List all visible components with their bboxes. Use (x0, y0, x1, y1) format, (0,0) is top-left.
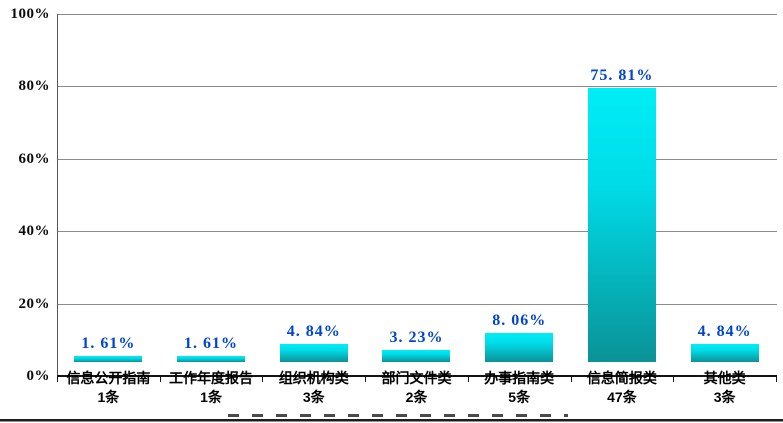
x-axis-tick (159, 377, 161, 382)
bar-value-label: 8. 06% (492, 311, 547, 329)
bar-value-label: 3. 23% (389, 329, 444, 347)
category-name: 信息简报类 (586, 370, 657, 386)
x-axis-tick (57, 377, 58, 382)
category-count: 5条 (508, 389, 531, 405)
category-name: 工作年度报告 (169, 370, 254, 386)
bar (177, 356, 246, 362)
bar-value-label: 4. 84% (697, 323, 752, 341)
bar-value-label: 75. 81% (590, 66, 654, 84)
category-label: 其他类 3条 (667, 369, 782, 407)
x-axis-tick (776, 377, 777, 382)
x-axis-tick (570, 377, 572, 382)
gridline (58, 14, 777, 15)
chart-column: 75. 81% 信息简报类 47条 (571, 0, 674, 405)
category-count: 2条 (405, 389, 428, 405)
category-label: 工作年度报告 1条 (154, 369, 269, 407)
category-count: 47条 (607, 389, 637, 405)
plot-area (57, 14, 777, 376)
category-name: 办事指南类 (484, 370, 555, 386)
chart-column: 4. 84% 组织机构类 3条 (262, 0, 365, 405)
gridline (58, 158, 777, 160)
bar (74, 356, 143, 362)
x-axis-tick (673, 377, 675, 382)
y-axis-tick-label: 0% (26, 368, 50, 384)
x-axis-tick (262, 377, 264, 382)
bar-value-label: 1. 61% (81, 335, 136, 353)
category-name: 组织机构类 (278, 370, 349, 386)
bar-value-label: 1. 61% (184, 335, 239, 353)
bar (382, 350, 451, 362)
chart-column: 4. 84% 其他类 3条 (673, 0, 776, 405)
chart-column: 1. 61% 工作年度报告 1条 (160, 0, 263, 405)
chart-column: 8. 06% 办事指南类 5条 (468, 0, 571, 405)
x-axis-tick (467, 377, 469, 382)
category-label: 信息简报类 47条 (565, 369, 680, 407)
bottom-border-line (0, 419, 783, 422)
gridline (58, 86, 777, 88)
bar (485, 332, 554, 362)
category-label: 组织机构类 3条 (256, 369, 371, 407)
bar-value-label: 4. 84% (286, 323, 341, 341)
category-name: 部门文件类 (381, 370, 452, 386)
bar (690, 344, 759, 362)
category-label: 信息公开指南 1条 (51, 369, 166, 407)
y-axis-tick-label: 20% (18, 295, 50, 312)
x-axis-tick (365, 377, 367, 382)
y-axis-tick-label: 100% (10, 6, 50, 22)
bar (587, 87, 656, 362)
category-label: 办事指南类 5条 (462, 369, 577, 407)
category-count: 1条 (200, 389, 222, 405)
category-count: 3条 (713, 389, 736, 405)
bar (279, 344, 348, 362)
chart-column: 3. 23% 部门文件类 2条 (365, 0, 468, 405)
category-name: 其他类 (703, 370, 746, 386)
gridline (58, 231, 777, 233)
cropped-text-artifact (228, 414, 568, 417)
y-axis-tick-label: 40% (18, 223, 50, 240)
category-label: 部门文件类 2条 (359, 369, 474, 407)
y-axis-tick-label: 60% (18, 150, 50, 167)
chart-column: 1. 61% 信息公开指南 1条 (57, 0, 160, 405)
x-axis-baseline (57, 375, 777, 377)
gridline (58, 303, 777, 305)
category-count: 1条 (97, 389, 120, 405)
category-count: 3条 (302, 389, 325, 405)
category-name: 信息公开指南 (66, 370, 151, 386)
y-axis-tick-label: 80% (18, 78, 50, 95)
